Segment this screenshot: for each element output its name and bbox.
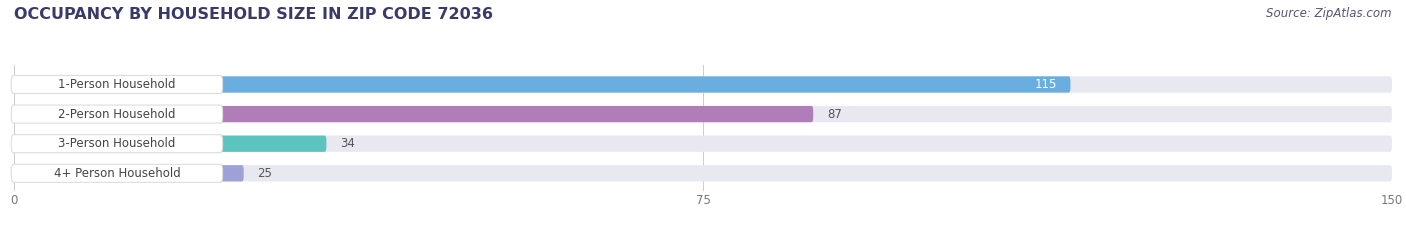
Text: OCCUPANCY BY HOUSEHOLD SIZE IN ZIP CODE 72036: OCCUPANCY BY HOUSEHOLD SIZE IN ZIP CODE … (14, 7, 494, 22)
FancyBboxPatch shape (14, 136, 1392, 152)
FancyBboxPatch shape (14, 165, 1392, 182)
Text: 1-Person Household: 1-Person Household (58, 78, 176, 91)
FancyBboxPatch shape (14, 106, 1392, 122)
FancyBboxPatch shape (14, 165, 243, 182)
FancyBboxPatch shape (11, 105, 222, 123)
FancyBboxPatch shape (14, 76, 1392, 93)
Text: Source: ZipAtlas.com: Source: ZipAtlas.com (1267, 7, 1392, 20)
Text: 115: 115 (1035, 78, 1057, 91)
Text: 25: 25 (257, 167, 273, 180)
Text: 3-Person Household: 3-Person Household (58, 137, 176, 150)
Text: 87: 87 (827, 108, 842, 121)
Text: 2-Person Household: 2-Person Household (58, 108, 176, 121)
Text: 4+ Person Household: 4+ Person Household (53, 167, 180, 180)
FancyBboxPatch shape (14, 76, 1070, 93)
Text: 34: 34 (340, 137, 356, 150)
FancyBboxPatch shape (14, 106, 813, 122)
FancyBboxPatch shape (11, 164, 222, 182)
FancyBboxPatch shape (11, 75, 222, 93)
FancyBboxPatch shape (14, 136, 326, 152)
FancyBboxPatch shape (11, 135, 222, 153)
